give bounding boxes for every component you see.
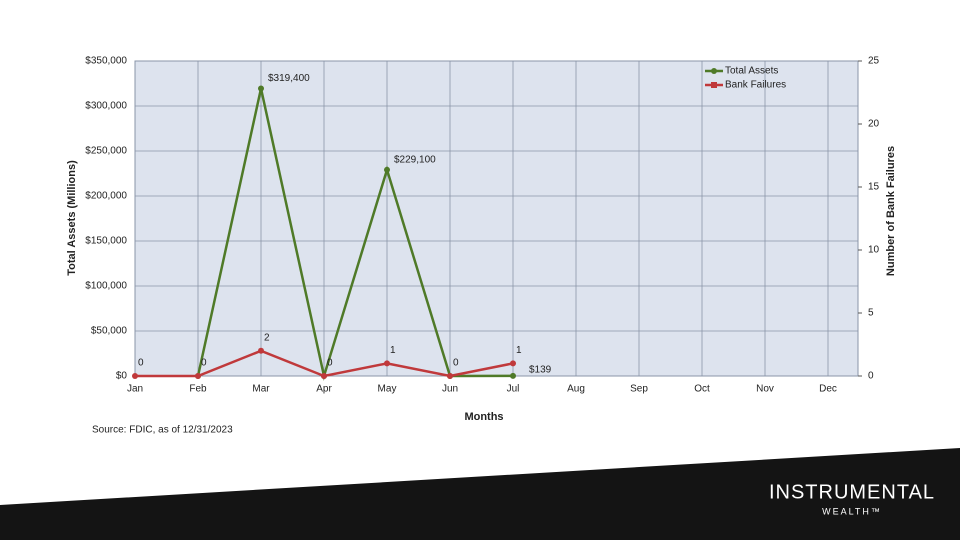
data-label: 0 xyxy=(327,358,333,369)
y2-tick-label: 20 xyxy=(868,119,880,130)
data-label: 1 xyxy=(390,345,396,356)
point xyxy=(510,372,516,379)
x-axis-title: Months xyxy=(464,411,503,423)
data-label: 1 xyxy=(516,345,522,356)
x-tick-label: Apr xyxy=(316,384,332,395)
source-note: Source: FDIC, as of 12/31/2023 xyxy=(92,425,233,436)
y2-tick-label: 25 xyxy=(868,56,880,67)
data-label: 0 xyxy=(138,358,144,369)
point xyxy=(447,373,453,379)
point xyxy=(321,373,327,379)
y2-tick-label: 0 xyxy=(868,371,874,382)
logo-tagline: WEALTH™ xyxy=(822,506,882,516)
point xyxy=(195,373,201,379)
x-tick-label: Oct xyxy=(694,384,710,395)
logo-name: INSTRUMENTAL xyxy=(769,481,935,503)
footer-band xyxy=(0,448,960,540)
data-label: $139 xyxy=(529,365,552,376)
x-tick-label: Mar xyxy=(252,384,270,395)
legend-marker xyxy=(711,82,717,88)
x-tick-label: May xyxy=(378,384,397,395)
plot-area xyxy=(134,60,859,377)
y2-tick-label: 15 xyxy=(868,182,880,193)
series-line xyxy=(196,88,514,381)
x-tick-label: Dec xyxy=(819,384,837,395)
y-tick-label: $50,000 xyxy=(91,326,128,337)
legend-marker xyxy=(711,68,717,74)
data-label: 0 xyxy=(201,358,207,369)
point xyxy=(384,360,390,367)
x-tick-label: Aug xyxy=(567,384,585,395)
y-axis-title: Total Assets (Millions) xyxy=(66,160,78,276)
point xyxy=(510,360,516,367)
y-tick-label: $100,000 xyxy=(85,281,127,292)
data-label: $319,400 xyxy=(268,73,310,84)
point xyxy=(258,347,264,354)
legend-label: Bank Failures xyxy=(725,80,786,91)
x-tick-label: Sep xyxy=(630,384,648,395)
y2-tick-label: 10 xyxy=(868,245,880,256)
y-tick-label: $200,000 xyxy=(85,191,127,202)
x-tick-label: Nov xyxy=(756,384,774,395)
data-label: $229,100 xyxy=(394,154,436,165)
y-tick-label: $250,000 xyxy=(85,146,127,157)
y-tick-label: $300,000 xyxy=(85,101,127,112)
y2-axis-title: Number of Bank Failures xyxy=(885,146,897,276)
data-label: 0 xyxy=(453,358,459,369)
point xyxy=(132,373,138,379)
x-tick-label: Jul xyxy=(507,384,520,395)
point xyxy=(258,85,264,92)
y-tick-label: $0 xyxy=(116,371,128,382)
data-label: 2 xyxy=(264,332,270,343)
y-tick-label: $150,000 xyxy=(85,236,127,247)
x-tick-label: Feb xyxy=(189,384,207,395)
point xyxy=(384,166,390,173)
y2-tick-label: 5 xyxy=(868,308,874,319)
x-tick-label: Jun xyxy=(442,384,458,395)
legend-label: Total Assets xyxy=(725,66,778,77)
y-tick-label: $350,000 xyxy=(85,56,127,67)
x-tick-label: Jan xyxy=(127,384,143,395)
